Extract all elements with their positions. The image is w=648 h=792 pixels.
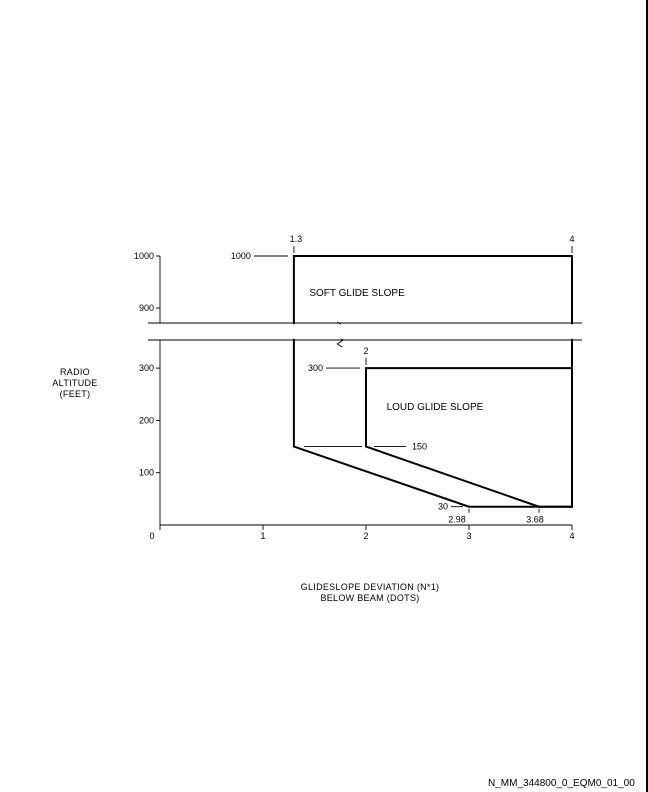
x-tick-label: 0 (149, 531, 154, 541)
y-axis-label-line: (FEET) (59, 389, 91, 399)
annotation-label: 4 (569, 234, 574, 244)
annotation-label: 1.3 (290, 234, 303, 244)
annotation-label: 3.68 (526, 515, 544, 525)
region-outline (365, 367, 573, 508)
y-tick-label: 300 (139, 363, 154, 373)
page-border (646, 0, 648, 792)
x-axis-label-line: BELOW BEAM (DOTS) (320, 593, 420, 603)
x-tick-label: 1 (260, 531, 265, 541)
annotation-label: 300 (308, 363, 323, 373)
y-tick-label: 200 (139, 415, 154, 425)
y-tick-label: 100 (139, 468, 154, 478)
region-label: SOFT GLIDE SLOPE (309, 288, 405, 299)
x-axis-label: GLIDESLOPE DEVIATION (N*1) BELOW BEAM (D… (260, 582, 480, 604)
region-label: LOUD GLIDE SLOPE (387, 402, 484, 413)
x-tick-label: 2 (363, 531, 368, 541)
y-axis-label-line: RADIO (59, 367, 90, 377)
y-tick-label: 900 (139, 303, 154, 313)
annotation-label: 1000 (231, 251, 251, 261)
region-outline (292, 255, 573, 508)
region-break-mask (162, 324, 584, 339)
regions: SOFT GLIDE SLOPE LOUD GLIDE SLOPE (162, 255, 584, 508)
annotation-label: 2.98 (448, 515, 466, 525)
x-axis-label-line: GLIDESLOPE DEVIATION (N*1) (300, 582, 440, 592)
y-axis-label-line: ALTITUDE (52, 378, 98, 388)
annotation-label: 150 (412, 442, 427, 452)
x-tick-label: 3 (466, 531, 471, 541)
annotation-label: 30 (438, 502, 448, 512)
annotations: 1.3 4 1000 2 300 150 302.98 3.68 (231, 234, 575, 525)
x-tick-label: 4 (569, 531, 574, 541)
y-tick-label: 1000 (134, 251, 154, 261)
y-axis-label: RADIO ALTITUDE (FEET) (40, 367, 110, 400)
figure-id: N_MM_344800_0_EQM0_01_00 (488, 778, 635, 789)
annotation-label: 2 (363, 346, 368, 356)
